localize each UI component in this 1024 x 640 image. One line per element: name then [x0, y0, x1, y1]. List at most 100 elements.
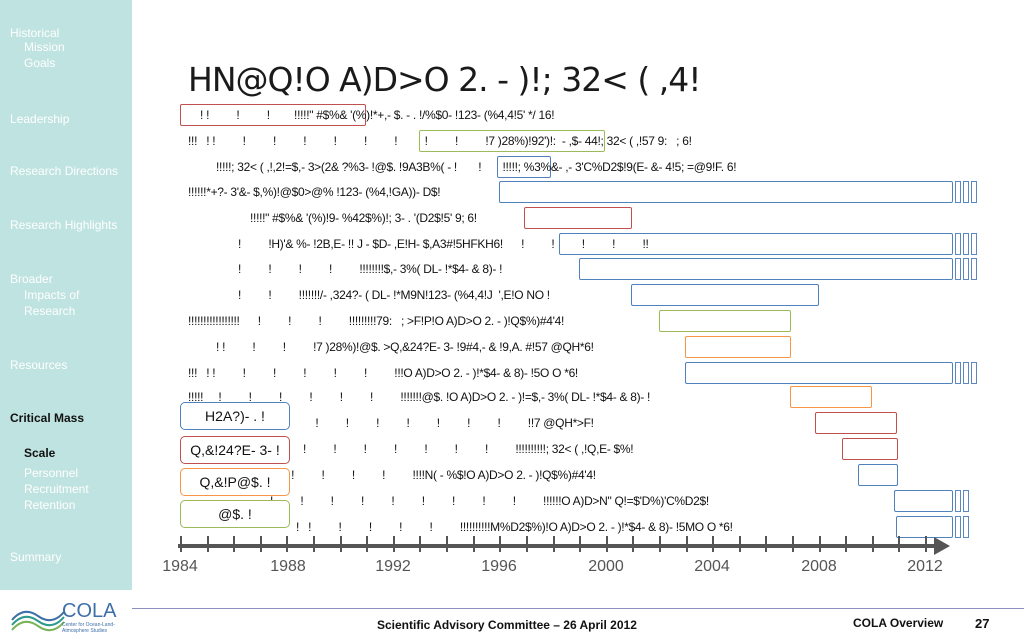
timeline-tick-box: [955, 516, 961, 538]
timeline-row-text: !!!!!!*+?- 3'&- $,%)!@$0>@% !123- (%4,!G…: [188, 185, 441, 199]
axis-year-label: 2012: [907, 558, 943, 575]
label-box-red: Q,&!24?E- 3- !: [180, 436, 290, 464]
timeline-bar: [842, 438, 898, 460]
timeline-tick-box: [963, 490, 969, 512]
timeline-tick-box: [955, 258, 961, 280]
axis-tick: [712, 536, 715, 552]
timeline-row-text: ! ! ! ! ! ! !!!!!!!!!!M%D2$%)!O A)D>O 2.…: [296, 520, 733, 534]
timeline-row-text: !!! ! ! ! ! ! ! ! ! ! ! !7 )28%)!92')!: …: [188, 134, 692, 148]
page-number: 27: [975, 616, 990, 631]
footer-section: COLA Overview: [853, 616, 944, 630]
axis-tick: [632, 536, 635, 552]
timeline-tick-box: [963, 362, 969, 384]
timeline-row-text: !!!!!" #$%& '(%)!9- %42$%)!; 3- . '(D2$!…: [250, 211, 477, 225]
timeline-row-text: ! ! ! ! !7 )28%)!@$. >Q,&24?E- 3- !9#4,-…: [216, 340, 594, 354]
axis-tick: [605, 536, 608, 552]
axis-tick: [685, 536, 688, 552]
sidebar-item-resources[interactable]: Resources: [10, 358, 68, 372]
timeline-row-text: ! ! !!!!!!!/- ,324?- ( DL- !*M9N!123- (%…: [238, 288, 550, 302]
sidebar-item-broader[interactable]: Broader: [10, 272, 53, 286]
timeline-tick-box: [963, 258, 969, 280]
axis-tick: [579, 536, 582, 552]
page-title: HN@Q!O A)D>O 2. - )!; 32< ( ,4!: [188, 60, 701, 99]
axis-tick: [871, 536, 874, 552]
timeline-bar: [579, 258, 953, 280]
sidebar-item-historical[interactable]: Historical: [10, 26, 60, 40]
axis-tick: [658, 536, 661, 552]
timeline-tick-box: [971, 258, 977, 280]
timeline-row-text: !!! ! ! ! ! ! ! ! !!!O A)D>O 2. - )!*$4-…: [188, 366, 578, 380]
axis-tick: [366, 536, 369, 552]
sidebar-item-recruitment[interactable]: Recruitment: [24, 482, 89, 496]
timeline-bar: [419, 130, 605, 152]
axis-tick: [472, 536, 475, 552]
timeline-bar: [559, 233, 953, 255]
timeline-tick-box: [963, 233, 969, 255]
axis-tick: [925, 536, 927, 552]
axis-tick: [339, 536, 342, 552]
timeline-row-text: !!!!!; 32< ( ,!,2!=$,- 3>(2& ?%3- !@$. !…: [216, 160, 737, 174]
footer-event: Scientific Advisory Committee – 26 April…: [377, 618, 637, 632]
timeline-bar: [631, 284, 819, 306]
axis-tick: [898, 536, 901, 552]
sidebar-item-critical-mass[interactable]: Critical Mass: [10, 411, 85, 425]
timeline-row-text: ! ! ! ! !!!!!" #$%& '(%)!*+,- $. - . !/%…: [200, 108, 555, 122]
sidebar-item-mission[interactable]: Mission: [24, 40, 65, 54]
timeline-tick-box: [955, 181, 961, 203]
axis-year-label: 2008: [801, 558, 837, 575]
timeline-bar: [524, 207, 632, 229]
axis-tick: [818, 536, 821, 552]
sidebar-item-scale[interactable]: Scale: [24, 446, 56, 460]
axis-year-label: 2004: [694, 558, 730, 575]
timeline-row-text: !!!!!!!!!!!!!!!!! ! ! ! !!!!!!!!!79: ; >…: [188, 314, 565, 328]
sidebar-item-research-highlights[interactable]: Research Highlights: [10, 218, 118, 232]
timeline-row-text: ! ! ! ! !!!!!!!!$,- 3%( DL- !*$4- & 8)- …: [238, 262, 503, 276]
sidebar-item-goals[interactable]: Goals: [24, 56, 56, 70]
timeline-row-text: ! ! ! ! ! ! ! ! ! !!!!!!O A)D>N" Q!=$'D%…: [270, 494, 709, 508]
timeline-bar: [858, 464, 898, 486]
timeline-tick-box: [963, 181, 969, 203]
sidebar-item-personnel[interactable]: Personnel: [24, 466, 79, 480]
timeline-bar: [894, 490, 953, 512]
axis-tick: [791, 536, 794, 552]
timeline-bar: [790, 386, 872, 408]
timeline-bar: [659, 310, 791, 332]
timeline-bar: [815, 412, 897, 434]
timeline-bar: [497, 156, 551, 178]
sidebar-item-leadership[interactable]: Leadership: [10, 112, 70, 126]
axis-tick: [206, 536, 209, 552]
axis-tick: [525, 536, 528, 552]
timeline-tick-box: [971, 181, 977, 203]
label-box-blue: H2A?)- . !: [180, 402, 290, 430]
logo-text: COLA: [62, 600, 117, 622]
timeline-axis: [178, 544, 938, 548]
sidebar-item-retention[interactable]: Retention: [24, 498, 76, 512]
sidebar: Historical Mission Goals Leadership Rese…: [0, 0, 132, 590]
timeline-bar: [685, 336, 791, 358]
axis-year-label: 1984: [162, 558, 198, 575]
axis-arrow-icon: [934, 537, 950, 555]
sidebar-item-impacts[interactable]: Impacts of: [24, 288, 80, 302]
timeline-bar: [896, 516, 953, 538]
footer-divider: [132, 608, 1024, 609]
axis-year-label: 2000: [588, 558, 624, 575]
timeline-tick-box: [955, 233, 961, 255]
sidebar-item-research[interactable]: Research: [24, 304, 76, 318]
timeline-tick-box: [971, 233, 977, 255]
axis-tick: [419, 536, 422, 552]
axis-tick: [499, 536, 502, 552]
label-box-orange: Q,&!P@$. !: [180, 468, 290, 496]
axis-tick: [392, 536, 395, 552]
axis-tick: [259, 536, 262, 552]
timeline-tick-box: [955, 490, 961, 512]
axis-tick: [845, 536, 848, 552]
sidebar-item-research-directions[interactable]: Research Directions: [10, 164, 119, 178]
timeline-bar: [180, 104, 366, 126]
timeline-tick-box: [963, 516, 969, 538]
axis-year-label: 1988: [270, 558, 306, 575]
label-box-green: @$. !: [180, 500, 290, 528]
cola-logo-icon: [11, 610, 65, 632]
logo-subtext: Center for Ocean-Land-Atmosphere Studies: [62, 622, 115, 634]
axis-tick: [286, 536, 289, 552]
sidebar-item-summary[interactable]: Summary: [10, 550, 62, 564]
